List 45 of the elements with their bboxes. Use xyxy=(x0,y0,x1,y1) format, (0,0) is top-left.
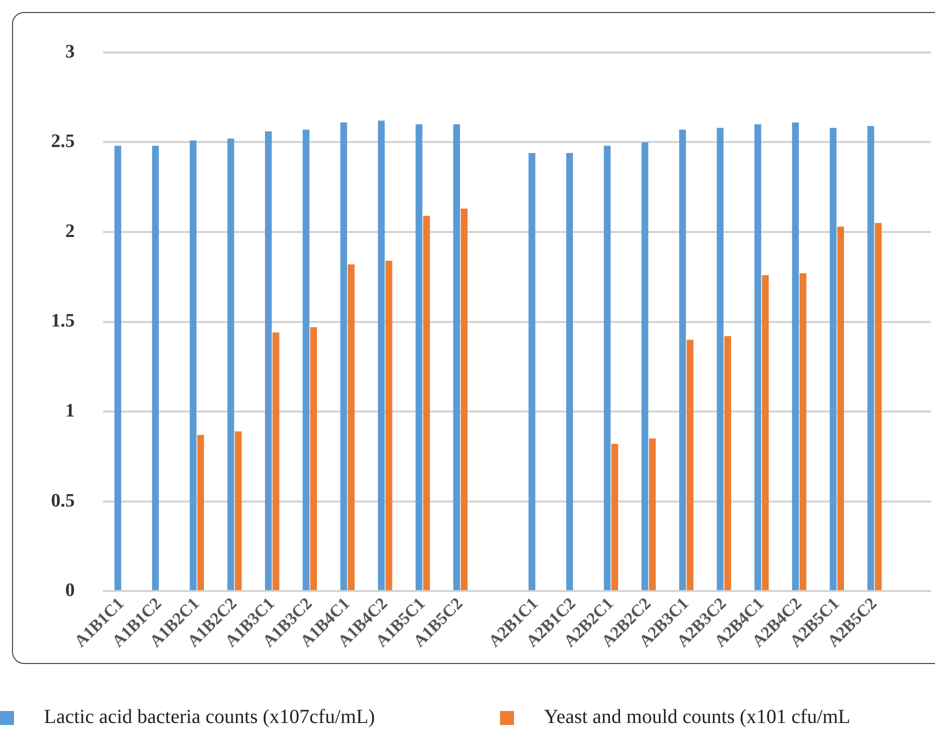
bar xyxy=(378,120,385,590)
bar xyxy=(190,140,196,590)
bar xyxy=(152,146,159,590)
bar xyxy=(679,130,686,590)
bar xyxy=(227,138,234,590)
y-tick-label: 0.5 xyxy=(51,490,75,512)
bar xyxy=(792,122,799,590)
bar xyxy=(874,223,882,590)
bar xyxy=(724,336,732,590)
y-tick-label: 3 xyxy=(65,41,75,62)
y-tick-label: 1.5 xyxy=(51,310,75,332)
bar xyxy=(453,124,460,590)
bar xyxy=(649,438,656,590)
bar xyxy=(423,216,430,590)
bar xyxy=(302,130,310,590)
bar xyxy=(686,340,694,590)
bar xyxy=(416,124,422,590)
bar xyxy=(800,273,806,590)
y-tick-label: 1 xyxy=(65,400,75,422)
bar xyxy=(460,208,468,590)
bar xyxy=(830,128,837,590)
y-tick-label: 0 xyxy=(65,580,75,602)
bar xyxy=(867,126,874,590)
bar xyxy=(716,128,724,590)
bar xyxy=(234,431,242,590)
bar xyxy=(385,260,392,590)
bar xyxy=(604,146,611,590)
bar xyxy=(114,146,122,590)
bar xyxy=(340,122,348,590)
bar xyxy=(762,275,769,590)
y-tick-label: 2 xyxy=(65,220,75,242)
bar xyxy=(272,332,280,590)
bar xyxy=(310,327,317,590)
bar xyxy=(265,131,272,590)
y-tick-label: 2.5 xyxy=(51,131,75,152)
bar xyxy=(528,152,536,590)
legend-label: Yeast and mould counts (x101 cfu/mL xyxy=(543,706,850,729)
legend-label: Lactic acid bacteria counts (x107cfu/mL) xyxy=(43,706,375,729)
bar xyxy=(348,264,355,590)
bar xyxy=(197,434,204,590)
bar xyxy=(754,124,762,590)
bar xyxy=(837,226,844,590)
bar xyxy=(566,152,573,590)
bar xyxy=(641,142,648,590)
bar xyxy=(611,444,618,590)
